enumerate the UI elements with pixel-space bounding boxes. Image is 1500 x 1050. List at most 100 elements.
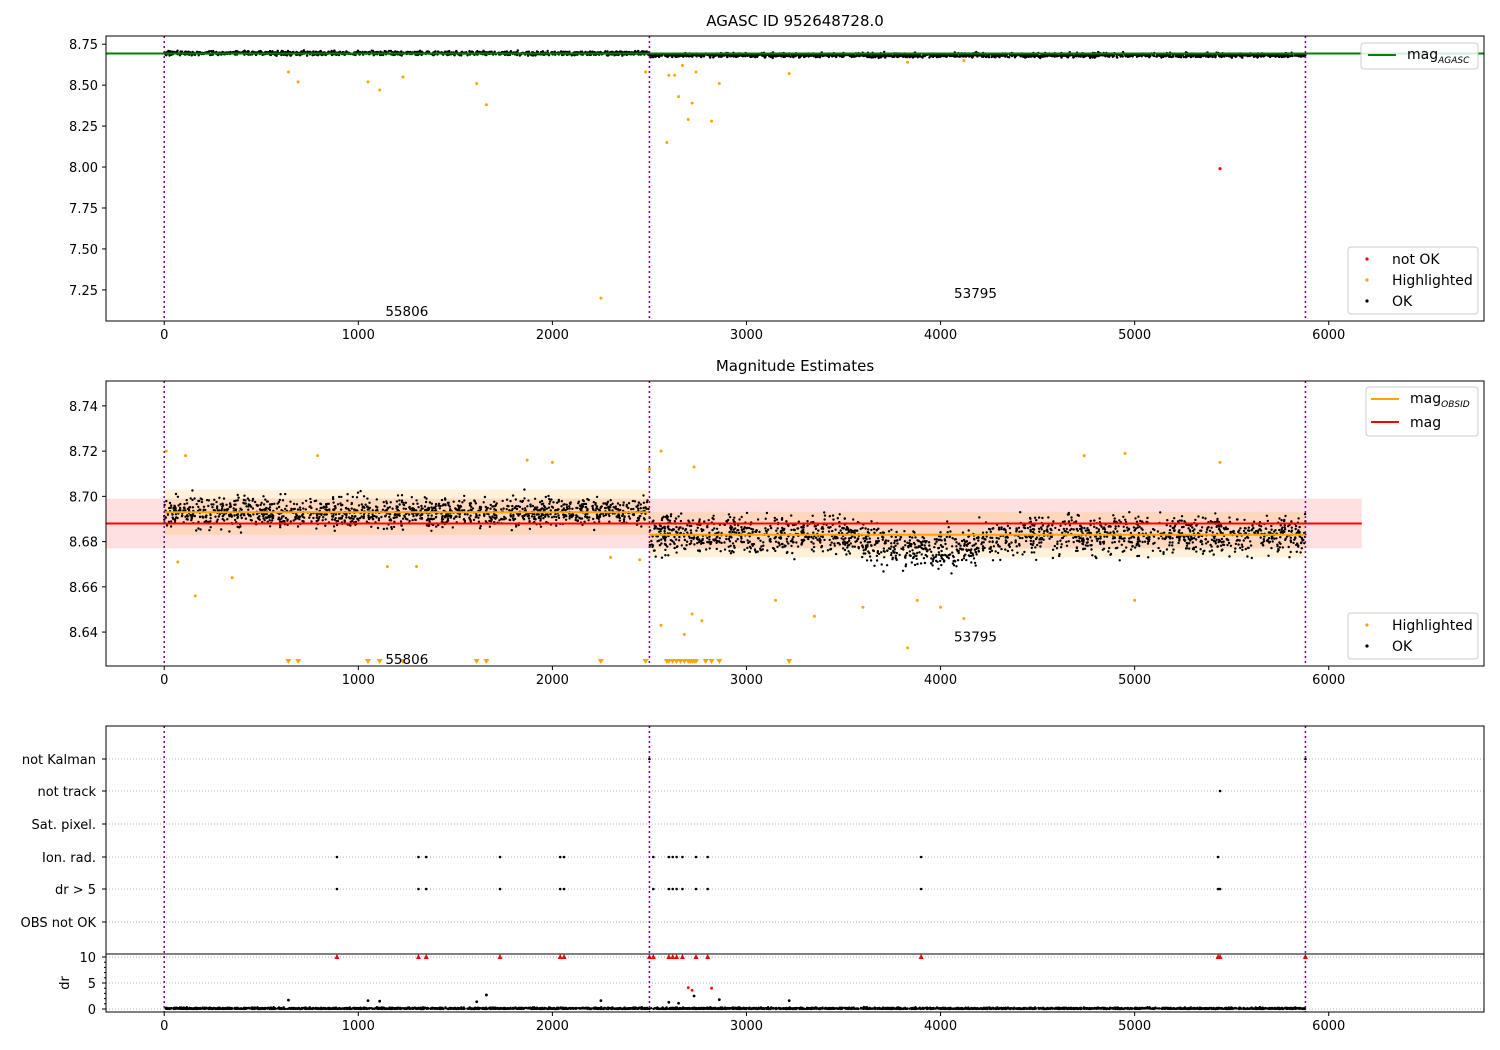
ok-point [547, 515, 550, 518]
ok-point [613, 54, 616, 57]
ok-point [615, 50, 618, 53]
ok-point [463, 509, 466, 512]
ok-point [560, 505, 563, 508]
ok-point [679, 54, 683, 58]
ok-point [245, 505, 248, 508]
ok-point [262, 495, 265, 498]
ok-point [548, 500, 552, 503]
ok-point [623, 516, 626, 519]
ok-point [1193, 54, 1197, 57]
ok-point [492, 505, 495, 508]
ok-point [606, 502, 609, 505]
ok-point [384, 515, 387, 518]
ok-point [266, 520, 269, 523]
ok-point [346, 499, 349, 502]
ok-point [764, 55, 767, 59]
ok-point [246, 497, 250, 500]
ok-point [562, 513, 565, 516]
ok-point [931, 55, 935, 59]
ok-point [358, 516, 362, 520]
ok-point [560, 500, 563, 503]
ok-point [937, 567, 940, 570]
ok-point [533, 507, 537, 510]
ok-point [266, 516, 269, 519]
ok-point [284, 492, 287, 496]
ok-point [172, 506, 175, 509]
ok-point [1205, 54, 1208, 58]
ok-point [599, 512, 603, 515]
ok-point [228, 530, 231, 533]
ok-point [430, 529, 433, 532]
ok-point [207, 504, 210, 508]
highlighted-point [665, 140, 669, 144]
ok-point [197, 527, 200, 530]
ok-point [449, 514, 452, 517]
ok-point [173, 504, 176, 507]
ok-point [491, 515, 494, 519]
ok-point [743, 548, 746, 551]
ok-point [284, 516, 288, 520]
ok-point [417, 506, 420, 509]
ok-point [675, 55, 679, 58]
legend-highlighted-label: Highlighted [1392, 273, 1473, 289]
ok-point [444, 514, 447, 518]
ok-point [265, 512, 268, 516]
ok-point [1222, 540, 1225, 543]
ok-point [473, 500, 477, 503]
ok-point [443, 50, 447, 53]
ok-point [201, 515, 204, 518]
ok-point [513, 506, 517, 510]
ok-point [412, 507, 416, 511]
ok-point [259, 503, 262, 507]
ok-point [455, 49, 458, 53]
ok-point [506, 504, 509, 508]
ok-point [956, 559, 960, 562]
ok-point [246, 50, 250, 53]
ok-point [1091, 554, 1094, 557]
ok-point [170, 504, 173, 507]
ok-point [220, 507, 224, 510]
ok-point [1246, 55, 1249, 58]
ok-point [709, 56, 712, 59]
ok-point [1062, 527, 1066, 531]
y-tick-label: 7.50 [69, 243, 98, 258]
ok-point [505, 508, 508, 511]
panel1-obsid-label-1: 55806 [385, 304, 428, 320]
ok-point [292, 508, 295, 511]
ok-point [193, 514, 196, 518]
highlighted-point [644, 70, 648, 74]
ok-point [565, 503, 568, 506]
ok-point [1077, 55, 1080, 58]
ok-point [781, 546, 784, 549]
ok-point [1239, 54, 1243, 57]
ok-point [400, 499, 404, 502]
ok-point [360, 508, 364, 512]
ok-point [762, 54, 765, 57]
ok-point [508, 518, 512, 522]
ok-point [174, 508, 177, 512]
ok-point [633, 500, 637, 503]
ok-point [478, 514, 481, 517]
ok-point [1298, 525, 1301, 529]
ok-point [472, 518, 476, 522]
ok-point [389, 49, 393, 53]
highlighted-point [673, 73, 677, 77]
legend-not-ok-marker [1365, 257, 1369, 261]
ok-point [780, 518, 784, 521]
ok-point [469, 508, 472, 511]
ok-point [275, 54, 278, 57]
ok-point [441, 504, 444, 507]
ok-point [430, 509, 434, 512]
ok-point [618, 516, 621, 519]
ok-point [434, 516, 438, 519]
ok-point [331, 497, 335, 501]
ok-point [292, 519, 295, 522]
ok-point [268, 519, 271, 522]
ok-point [350, 507, 353, 510]
ok-point [165, 524, 169, 527]
ok-point [335, 520, 338, 523]
ok-point [437, 502, 441, 505]
ok-point [698, 518, 701, 521]
ok-point [430, 514, 433, 517]
